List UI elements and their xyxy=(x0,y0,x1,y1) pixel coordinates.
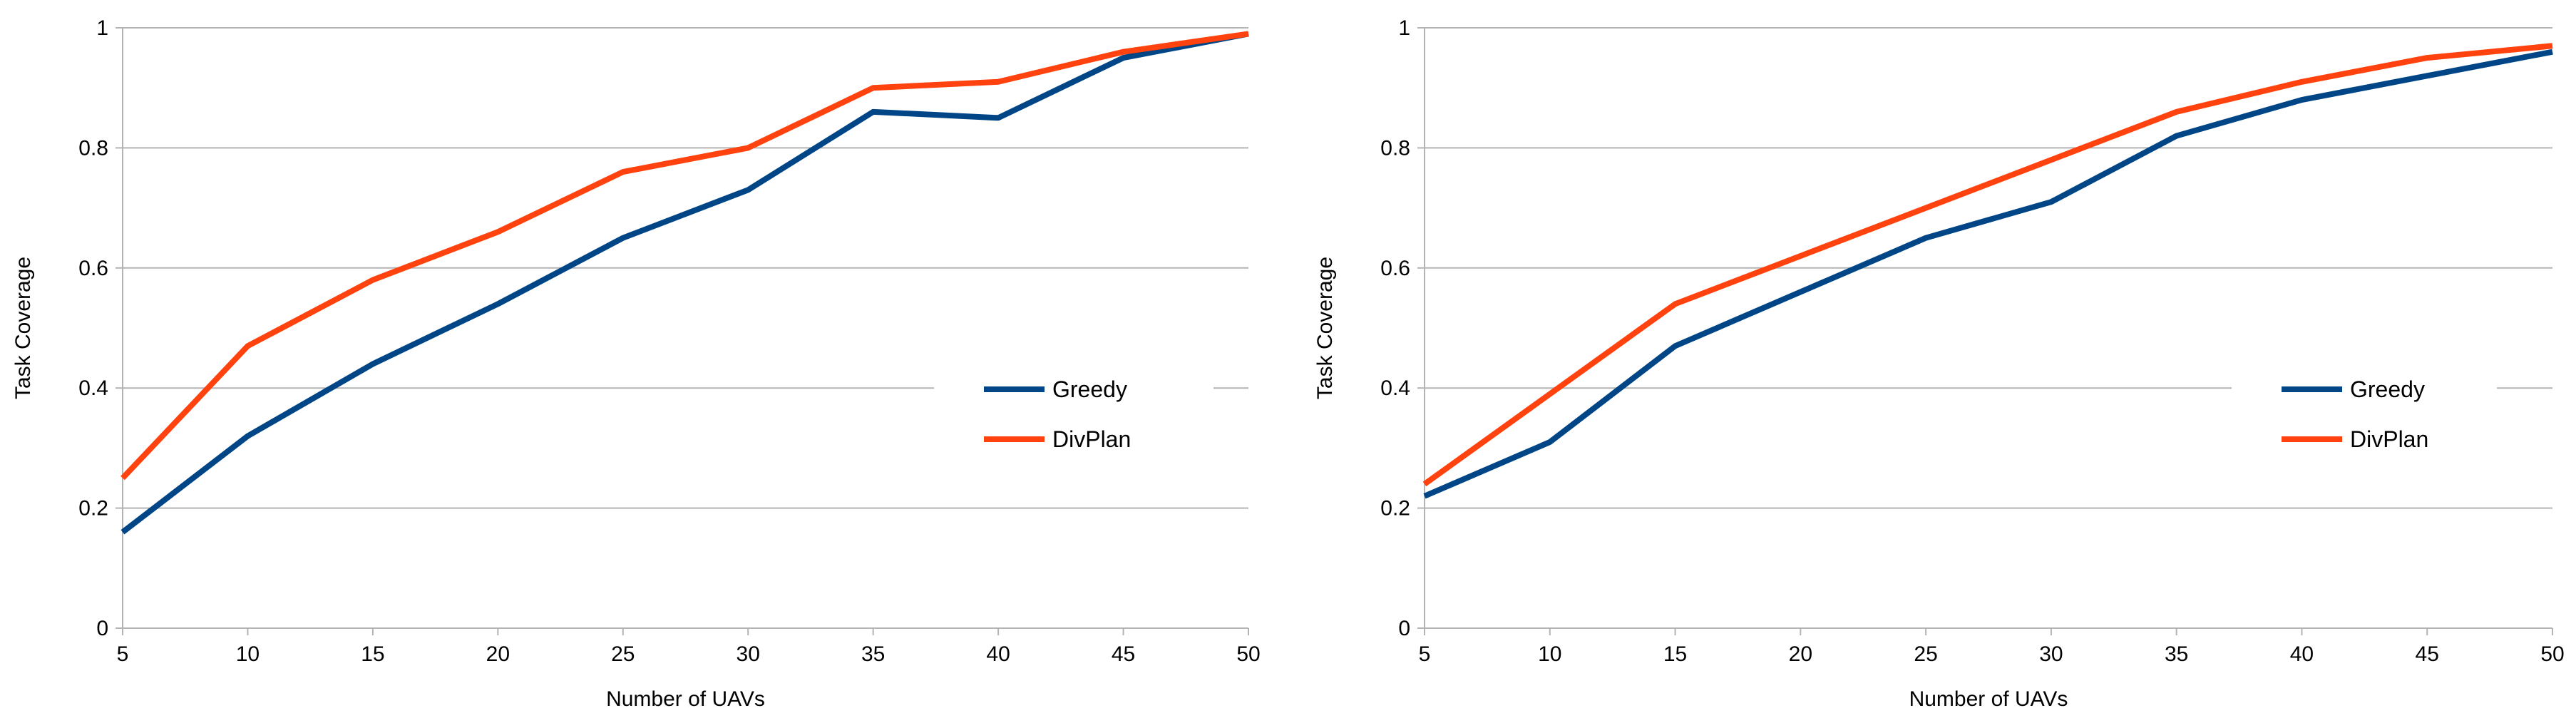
x-tick-label: 20 xyxy=(1789,642,1812,666)
series-line-divplan xyxy=(120,31,1249,481)
chart-right: 00.20.40.60.815 10 15 20 25 30 35 40 45 50Number … xyxy=(1313,16,2565,711)
x-tick-label: 45 xyxy=(1112,642,1135,666)
legend-box xyxy=(934,372,1213,465)
y-tick-label: 0.8 xyxy=(78,136,108,160)
y-axis-title: Task Coverage xyxy=(11,257,35,399)
y-tick-label: 0.8 xyxy=(1380,136,1410,160)
y-tick-label: 0.4 xyxy=(78,376,108,400)
x-tick-label: 10 xyxy=(1538,642,1561,666)
y-tick-label: 0.6 xyxy=(1380,257,1410,280)
chart-left: 00.20.40.60.815 10 15 20 25 30 35 40 45 50Number … xyxy=(11,16,1261,711)
y-tick-label: 0.2 xyxy=(1380,497,1410,521)
y-tick-label: 0.2 xyxy=(78,497,108,521)
legend-label-greedy: Greedy xyxy=(1052,376,1127,402)
x-tick-label: 5 xyxy=(1419,642,1431,666)
legend-label-divplan: DivPlan xyxy=(2350,426,2428,452)
x-tick-label: 5 xyxy=(117,642,129,666)
y-tick-label: 0 xyxy=(1398,617,1410,640)
x-tick-label: 35 xyxy=(2165,642,2188,666)
x-tick-label: 10 xyxy=(236,642,260,666)
x-tick-label: 30 xyxy=(2039,642,2063,666)
legend-label-greedy: Greedy xyxy=(2350,376,2425,402)
x-tick-label: 15 xyxy=(1663,642,1687,666)
x-tick-label: 35 xyxy=(861,642,885,666)
series-line-greedy xyxy=(1423,48,2553,499)
x-tick-label: 50 xyxy=(1236,642,1260,666)
legend-box xyxy=(2232,372,2497,465)
x-axis-title: Number of UAVs xyxy=(606,687,765,711)
x-tick-label: 20 xyxy=(486,642,510,666)
y-tick-label: 1 xyxy=(96,16,108,40)
series-line-greedy xyxy=(120,31,1249,535)
x-axis-title: Number of UAVs xyxy=(1909,687,2068,711)
y-tick-label: 0.6 xyxy=(78,257,108,280)
y-tick-label: 1 xyxy=(1398,16,1410,40)
y-tick-label: 0.4 xyxy=(1380,376,1410,400)
x-tick-label: 25 xyxy=(1914,642,1937,666)
x-tick-label: 40 xyxy=(2290,642,2314,666)
x-tick-label: 45 xyxy=(2416,642,2439,666)
x-tick-label: 50 xyxy=(2540,642,2564,666)
legend-label-divplan: DivPlan xyxy=(1052,426,1131,452)
y-tick-label: 0 xyxy=(96,617,108,640)
x-tick-label: 15 xyxy=(361,642,384,666)
x-tick-label: 40 xyxy=(986,642,1010,666)
series-line-divplan xyxy=(1422,43,2553,487)
y-axis-title: Task Coverage xyxy=(1313,257,1337,399)
x-tick-label: 30 xyxy=(737,642,760,666)
x-tick-label: 25 xyxy=(611,642,635,666)
